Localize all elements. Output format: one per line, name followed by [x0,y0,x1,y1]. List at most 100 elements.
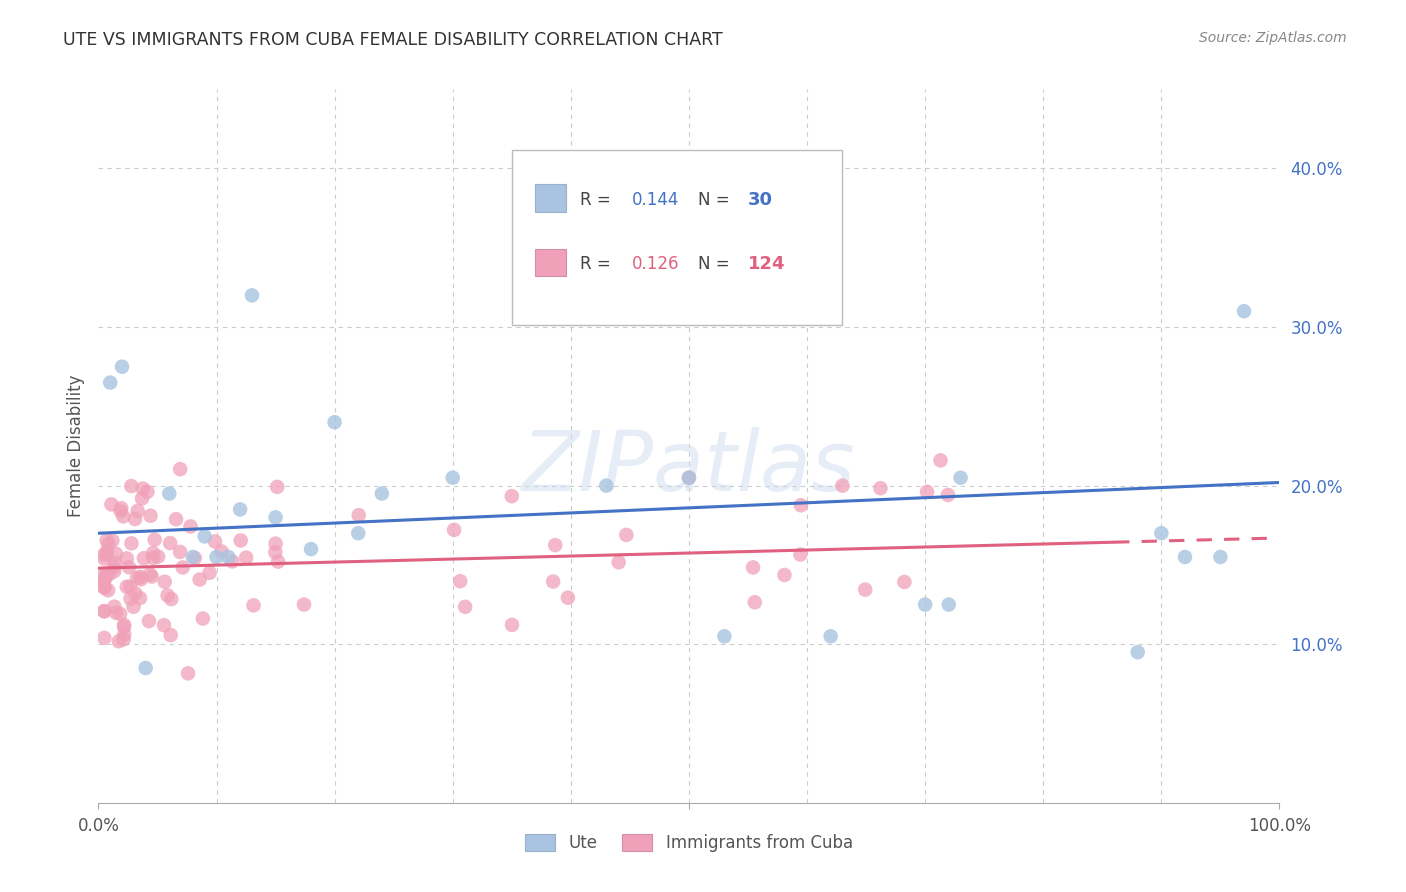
Point [544,538,567,552]
Point [98,376,121,390]
Point [93,573,115,587]
Point [112,632,135,647]
FancyBboxPatch shape [536,185,567,212]
Point [915,484,938,499]
Point [132,482,155,496]
Point [820,629,842,643]
Y-axis label: Female Disability: Female Disability [66,375,84,517]
Point [112,627,135,641]
Point [93,631,115,645]
Point [142,546,165,560]
Point [120,591,142,606]
Point [501,489,523,503]
Point [853,582,876,597]
Point [1150,526,1173,541]
Point [138,614,160,628]
Point [124,586,146,600]
Text: ZIPatlas: ZIPatlas [522,427,856,508]
Point [93,551,115,566]
Point [96,547,118,561]
Point [1233,304,1256,318]
Point [371,486,394,500]
Point [143,533,166,547]
Point [118,560,141,574]
Point [938,598,960,612]
Text: R =: R = [581,255,616,273]
Point [93,581,115,595]
Point [139,508,162,523]
Point [129,570,152,584]
Point [169,545,191,559]
Point [205,549,228,564]
Point [323,415,346,429]
Point [129,572,152,586]
Point [142,550,165,565]
Point [101,533,124,548]
Point [949,471,972,485]
Point [264,536,287,550]
Point [607,555,630,569]
Point [153,618,176,632]
Point [614,528,637,542]
Point [299,542,322,557]
Point [441,471,464,485]
Point [115,551,138,566]
Point [188,573,211,587]
Text: 124: 124 [748,255,786,273]
Text: 30: 30 [748,191,773,209]
Point [443,523,465,537]
Point [198,566,221,580]
Point [112,618,135,632]
Point [217,549,239,564]
Point [122,599,145,614]
Point [211,544,233,558]
Point [221,554,243,568]
Point [132,551,155,566]
Point [104,556,127,570]
Point [541,574,564,589]
Point [713,629,735,643]
Point [893,574,915,589]
Point [790,498,813,512]
Text: Source: ZipAtlas.com: Source: ZipAtlas.com [1199,31,1347,45]
Legend: Ute, Immigrants from Cuba: Ute, Immigrants from Cuba [519,827,859,859]
Point [744,595,766,609]
Text: N =: N = [699,255,735,273]
Point [929,453,952,467]
Point [595,478,617,492]
Point [124,512,146,526]
Point [449,574,471,589]
Point [501,618,523,632]
Point [100,497,122,511]
Point [869,481,891,495]
Point [120,479,142,493]
Point [103,560,125,574]
Point [157,486,180,500]
Point [160,592,183,607]
Point [194,529,217,543]
Point [129,591,152,605]
Point [742,560,765,574]
Point [172,560,194,574]
Point [108,607,131,621]
Point [267,555,290,569]
Point [103,564,125,578]
Point [789,548,811,562]
Point [292,598,315,612]
Point [105,547,128,561]
Point [936,488,959,502]
Point [242,599,264,613]
Point [93,604,115,618]
Point [127,504,149,518]
Point [93,574,115,588]
Point [347,508,370,523]
FancyBboxPatch shape [536,249,567,277]
Point [1174,549,1197,564]
Point [264,545,287,559]
Point [347,526,370,541]
Point [678,471,700,485]
Point [111,359,134,374]
Point [177,666,200,681]
Point [773,568,796,582]
Point [107,634,129,648]
